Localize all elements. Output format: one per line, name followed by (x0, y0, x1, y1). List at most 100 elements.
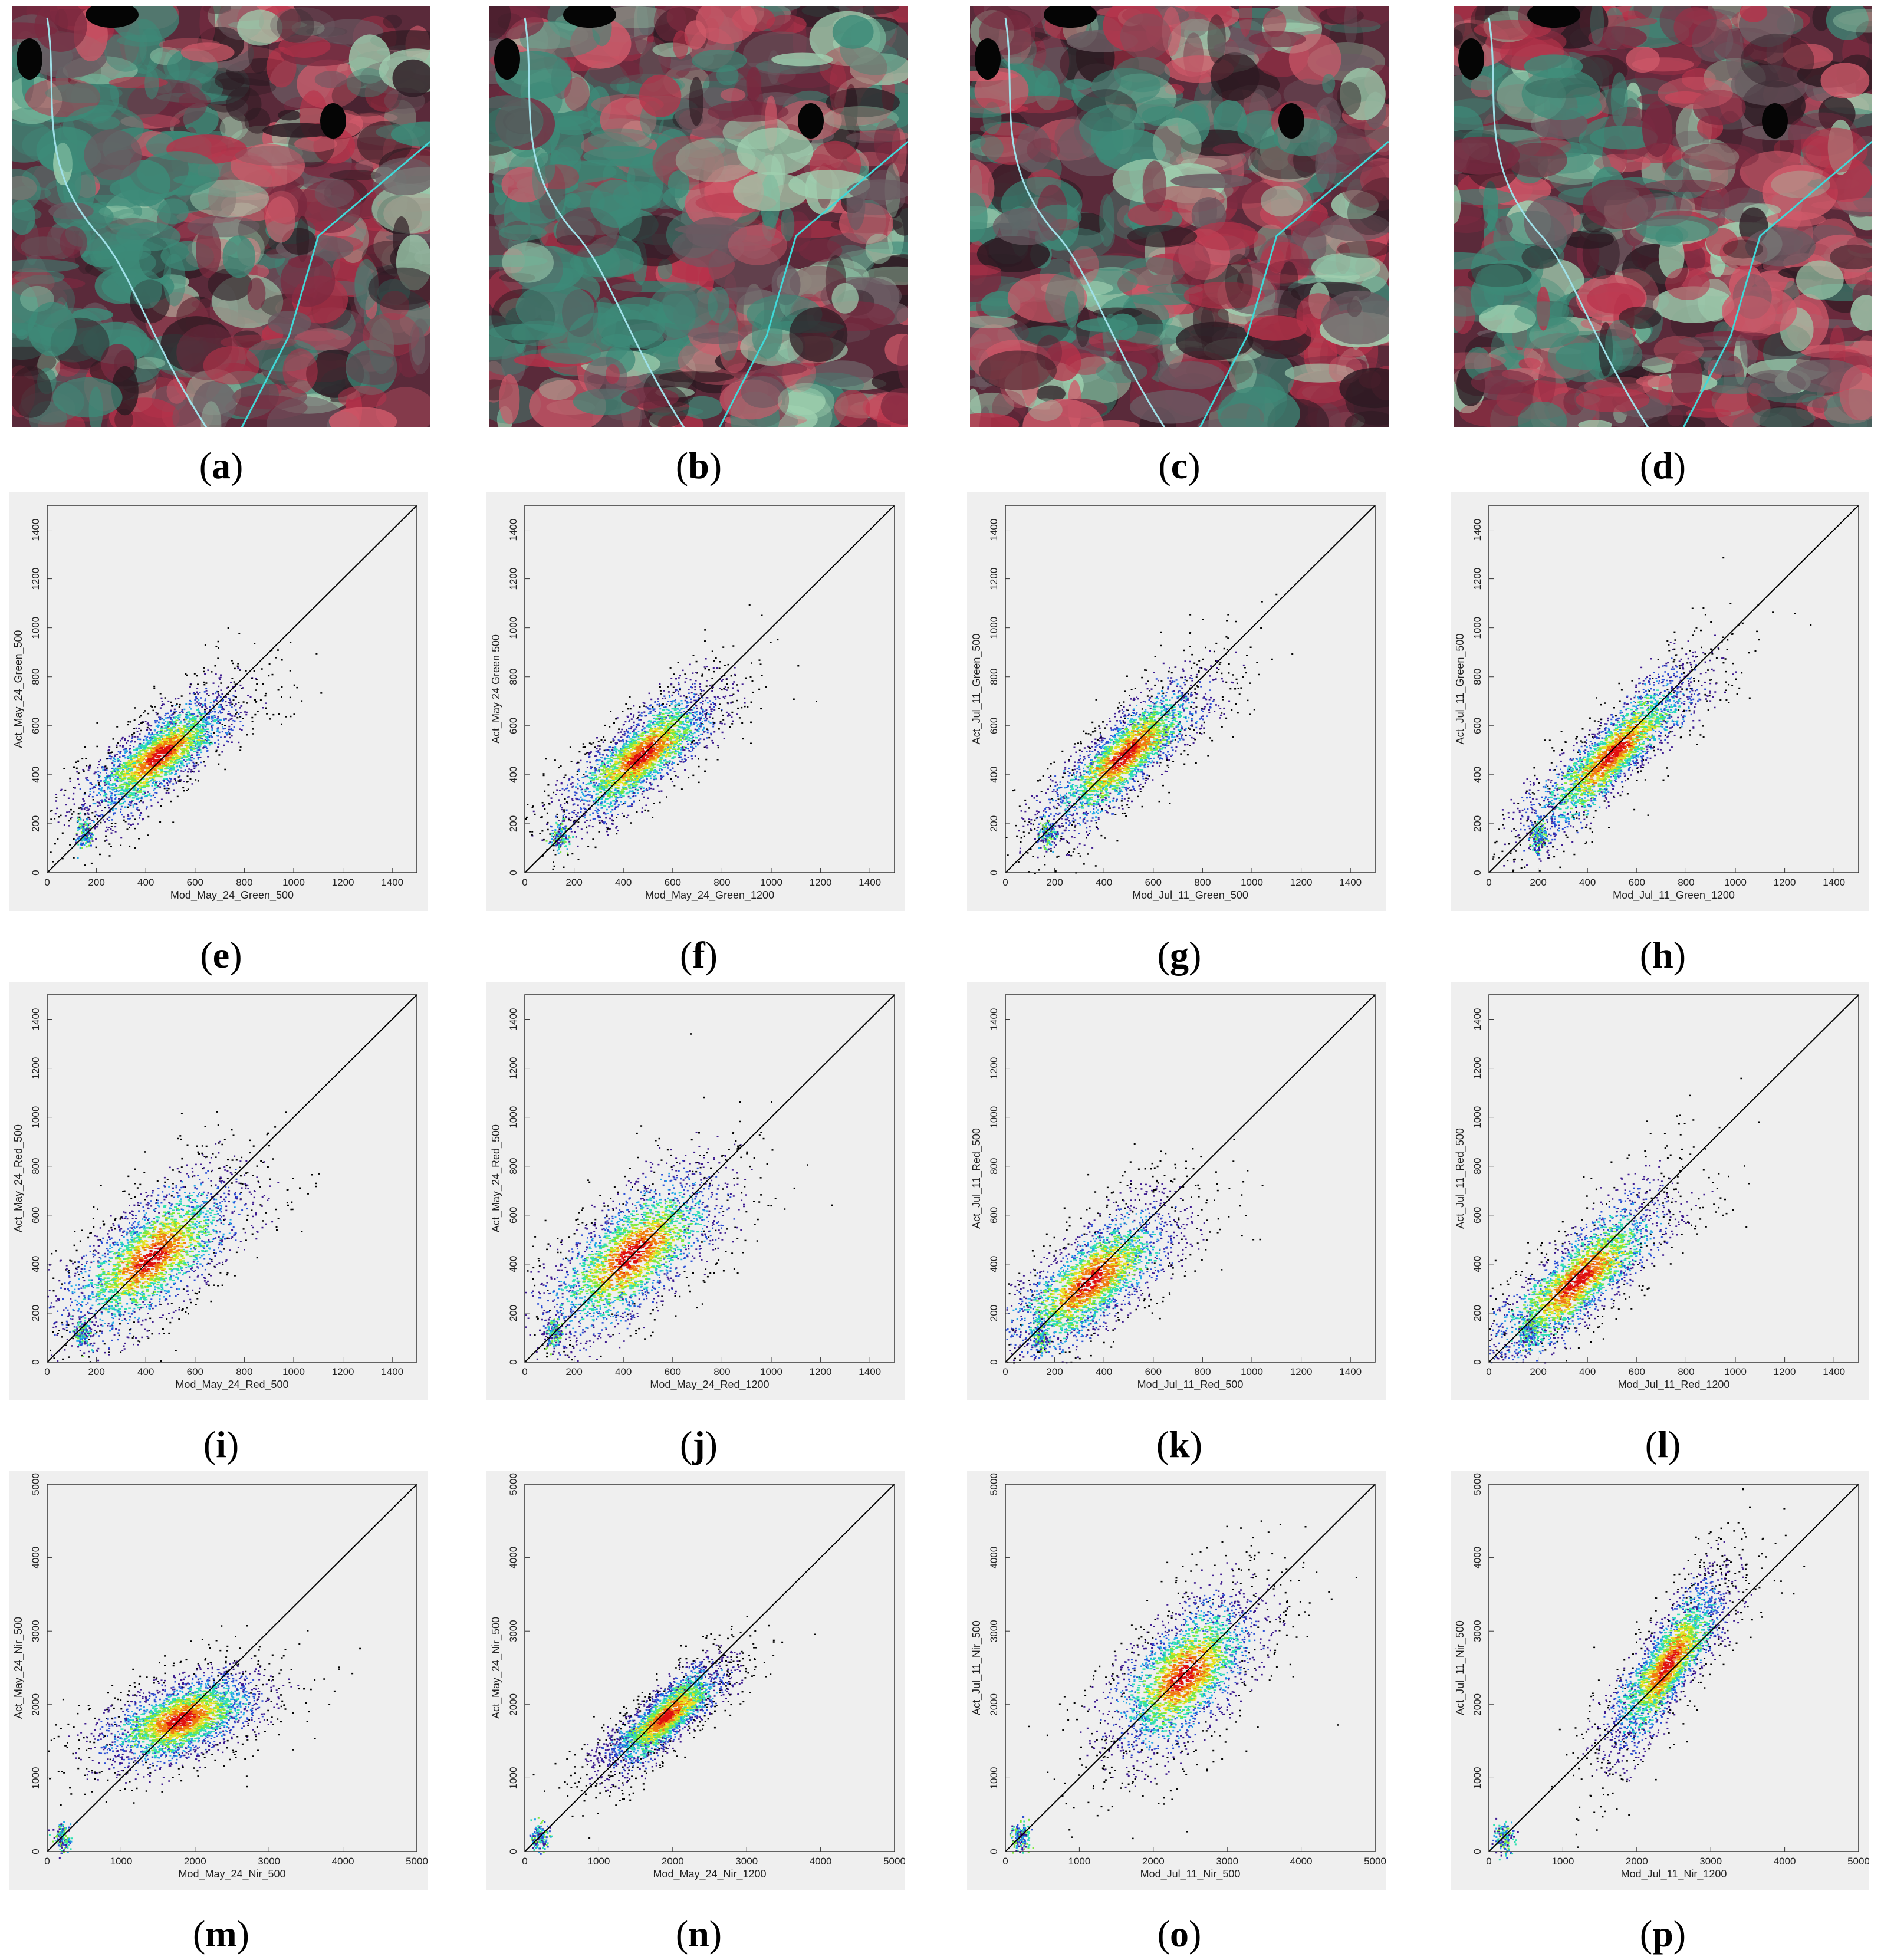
density-point (285, 716, 287, 718)
density-point (165, 738, 169, 739)
density-point (114, 761, 117, 762)
density-point (112, 783, 116, 785)
density-point (170, 744, 173, 745)
density-point (84, 814, 86, 816)
density-point (110, 771, 113, 772)
low-cluster-point (75, 839, 77, 841)
density-point (717, 746, 719, 749)
density-point (228, 732, 231, 734)
density-point (667, 712, 670, 715)
density-point (583, 815, 586, 817)
density-point (239, 684, 242, 686)
low-cluster-point (81, 823, 83, 826)
density-point (128, 735, 130, 738)
density-point (676, 763, 679, 765)
density-point (170, 709, 172, 712)
density-point (187, 742, 190, 744)
density-point (708, 721, 710, 723)
density-point (705, 758, 708, 761)
density-point (123, 762, 126, 764)
density-point (182, 748, 186, 750)
density-point (619, 758, 622, 761)
density-point (236, 716, 239, 719)
density-point (176, 751, 179, 753)
density-point (143, 783, 147, 785)
density-point (669, 717, 673, 719)
density-point (699, 713, 701, 715)
density-point (232, 719, 235, 722)
density-point (159, 751, 162, 752)
density-point (596, 810, 599, 813)
density-point (661, 713, 665, 715)
density-point (198, 744, 202, 746)
density-point (183, 755, 186, 758)
density-point (704, 667, 706, 670)
density-point (140, 764, 143, 766)
density-point (741, 722, 744, 724)
density-point (184, 738, 188, 740)
density-point (150, 755, 153, 757)
density-point (149, 764, 152, 766)
density-point (160, 727, 163, 729)
density-point (86, 807, 88, 809)
density-point (711, 678, 713, 679)
low-cluster-point (80, 842, 82, 844)
density-point (647, 723, 651, 725)
density-point (217, 739, 219, 741)
density-point (131, 773, 134, 775)
density-point (639, 760, 643, 762)
density-point (108, 855, 111, 857)
density-point (110, 800, 113, 802)
density-point (147, 791, 149, 793)
density-point (56, 807, 58, 810)
density-point (172, 713, 175, 715)
density-point (182, 732, 185, 734)
density-point (695, 660, 698, 663)
density-point (146, 782, 149, 784)
density-point (633, 736, 636, 739)
density-point (202, 703, 204, 706)
density-point (203, 691, 206, 693)
density-point (148, 759, 152, 762)
density-point (70, 817, 73, 818)
density-point (262, 683, 264, 685)
density-point (657, 715, 661, 716)
density-point (669, 705, 671, 707)
density-point (151, 706, 153, 708)
density-point (201, 724, 205, 726)
low-cluster-point (80, 840, 83, 842)
density-point (570, 761, 573, 762)
density-point (157, 774, 160, 775)
density-point (722, 714, 724, 716)
density-point (197, 683, 199, 685)
density-point (136, 778, 139, 780)
density-point (630, 805, 633, 807)
density-point (179, 744, 183, 746)
density-point (186, 746, 189, 748)
density-point (218, 754, 221, 756)
density-point (179, 766, 182, 768)
density-point (627, 745, 630, 748)
density-point (177, 746, 180, 748)
density-point (615, 796, 618, 798)
density-point (646, 772, 650, 774)
density-point (669, 744, 672, 745)
density-point (150, 725, 153, 727)
density-point (175, 723, 177, 725)
density-point (117, 758, 119, 759)
density-point (707, 713, 709, 715)
density-point (204, 721, 206, 724)
density-point (640, 744, 643, 746)
density-point (130, 764, 134, 766)
y-tick-label: 1200 (30, 568, 41, 590)
panel-caption: (d) (1574, 442, 1751, 489)
density-point (635, 777, 639, 779)
density-point (208, 731, 210, 733)
density-point (583, 807, 586, 809)
density-point (137, 761, 141, 764)
density-point (586, 767, 588, 768)
low-cluster-point (81, 843, 84, 845)
density-point (181, 754, 185, 756)
density-point (171, 719, 173, 721)
density-point (631, 792, 633, 794)
